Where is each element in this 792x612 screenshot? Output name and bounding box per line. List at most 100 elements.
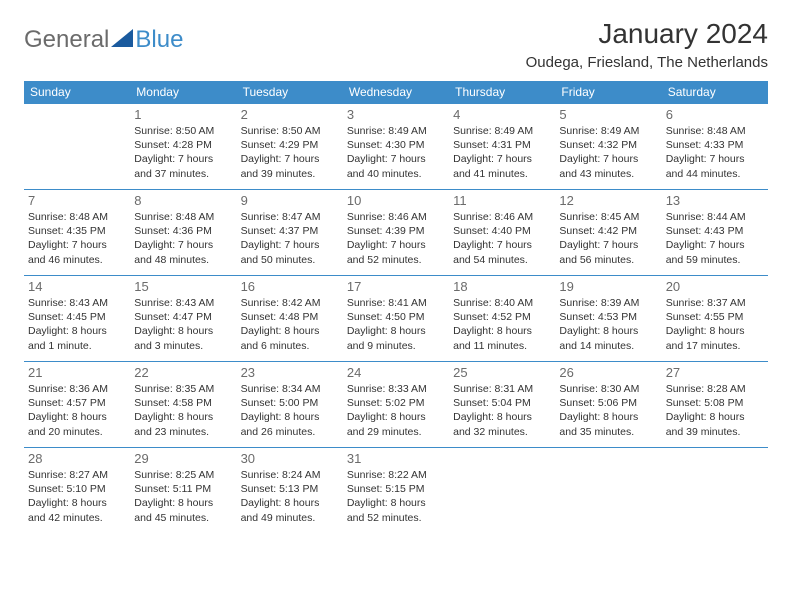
day-info: Sunrise: 8:49 AMSunset: 4:30 PMDaylight:…: [347, 124, 445, 181]
calendar-week-row: 28 Sunrise: 8:27 AMSunset: 5:10 PMDayligh…: [24, 448, 768, 534]
day-number: 18: [453, 279, 551, 294]
day-info: Sunrise: 8:43 AMSunset: 4:45 PMDaylight:…: [28, 296, 126, 353]
calendar-day-cell: 10 Sunrise: 8:46 AMSunset: 4:39 PMDayligh…: [343, 190, 449, 276]
calendar-day-cell: [555, 448, 661, 534]
weekday-header: Thursday: [449, 81, 555, 104]
day-number: 20: [666, 279, 764, 294]
calendar-day-cell: 24Sunrise: 8:33 AMSunset: 5:02 PMDayligh…: [343, 362, 449, 448]
day-info: Sunrise: 8:35 AMSunset: 4:58 PMDaylight:…: [134, 382, 232, 439]
calendar-day-cell: 29Sunrise: 8:25 AMSunset: 5:11 PMDayligh…: [130, 448, 236, 534]
day-info: Sunrise: 8:49 AMSunset: 4:32 PMDaylight:…: [559, 124, 657, 181]
calendar-day-cell: 25Sunrise: 8:31 AMSunset: 5:04 PMDayligh…: [449, 362, 555, 448]
day-number: 16: [241, 279, 339, 294]
calendar-day-cell: 30Sunrise: 8:24 AMSunset: 5:13 PMDayligh…: [237, 448, 343, 534]
day-number: 13: [666, 193, 764, 208]
day-number: 11: [453, 193, 551, 208]
weekday-header: Sunday: [24, 81, 130, 104]
calendar-table: SundayMondayTuesdayWednesdayThursdayFrid…: [24, 81, 768, 534]
calendar-day-cell: 22 Sunrise: 8:35 AMSunset: 4:58 PMDayligh…: [130, 362, 236, 448]
calendar-day-cell: 13 Sunrise: 8:44 AMSunset: 4:43 PMDayligh…: [662, 190, 768, 276]
calendar-day-cell: 31Sunrise: 8:22 AMSunset: 5:15 PMDayligh…: [343, 448, 449, 534]
location: Oudega, Friesland, The Netherlands: [526, 54, 768, 71]
day-info: Sunrise: 8:48 AMSunset: 4:36 PMDaylight:…: [134, 210, 232, 267]
calendar-week-row: 14 Sunrise: 8:43 AMSunset: 4:45 PMDayligh…: [24, 276, 768, 362]
day-info: Sunrise: 8:30 AMSunset: 5:06 PMDaylight:…: [559, 382, 657, 439]
day-number: 26: [559, 365, 657, 380]
day-info: Sunrise: 8:33 AMSunset: 5:02 PMDaylight:…: [347, 382, 445, 439]
day-info: Sunrise: 8:49 AMSunset: 4:31 PMDaylight:…: [453, 124, 551, 181]
day-info: Sunrise: 8:40 AMSunset: 4:52 PMDaylight:…: [453, 296, 551, 353]
day-info: Sunrise: 8:42 AMSunset: 4:48 PMDaylight:…: [241, 296, 339, 353]
day-number: 28: [28, 451, 126, 466]
day-number: 29: [134, 451, 232, 466]
calendar-day-cell: 21 Sunrise: 8:36 AMSunset: 4:57 PMDayligh…: [24, 362, 130, 448]
calendar-day-cell: 17Sunrise: 8:41 AMSunset: 4:50 PMDayligh…: [343, 276, 449, 362]
day-number: 23: [241, 365, 339, 380]
day-info: Sunrise: 8:45 AMSunset: 4:42 PMDaylight:…: [559, 210, 657, 267]
weekday-header: Tuesday: [237, 81, 343, 104]
calendar-day-cell: 18 Sunrise: 8:40 AMSunset: 4:52 PMDayligh…: [449, 276, 555, 362]
day-number: 6: [666, 107, 764, 122]
header: General Blue January 2024 Oudega, Friesl…: [24, 18, 768, 71]
weekday-header: Wednesday: [343, 81, 449, 104]
day-number: 3: [347, 107, 445, 122]
calendar-day-cell: 1 Sunrise: 8:50 AMSunset: 4:28 PMDaylight…: [130, 104, 236, 190]
day-info: Sunrise: 8:48 AMSunset: 4:35 PMDaylight:…: [28, 210, 126, 267]
calendar-day-cell: 20 Sunrise: 8:37 AMSunset: 4:55 PMDayligh…: [662, 276, 768, 362]
day-info: Sunrise: 8:44 AMSunset: 4:43 PMDaylight:…: [666, 210, 764, 267]
logo-text-general: General: [24, 26, 109, 54]
calendar-day-cell: 19 Sunrise: 8:39 AMSunset: 4:53 PMDayligh…: [555, 276, 661, 362]
calendar-day-cell: 4 Sunrise: 8:49 AMSunset: 4:31 PMDaylight…: [449, 104, 555, 190]
day-number: 30: [241, 451, 339, 466]
title-block: January 2024 Oudega, Friesland, The Neth…: [526, 18, 768, 71]
calendar-day-cell: 16 Sunrise: 8:42 AMSunset: 4:48 PMDayligh…: [237, 276, 343, 362]
day-info: Sunrise: 8:43 AMSunset: 4:47 PMDaylight:…: [134, 296, 232, 353]
calendar-day-cell: 8Sunrise: 8:48 AMSunset: 4:36 PMDaylight…: [130, 190, 236, 276]
day-info: Sunrise: 8:22 AMSunset: 5:15 PMDaylight:…: [347, 468, 445, 525]
calendar-day-cell: 9 Sunrise: 8:47 AMSunset: 4:37 PMDaylight…: [237, 190, 343, 276]
day-info: Sunrise: 8:47 AMSunset: 4:37 PMDaylight:…: [241, 210, 339, 267]
calendar-day-cell: 6Sunrise: 8:48 AMSunset: 4:33 PMDaylight…: [662, 104, 768, 190]
day-info: Sunrise: 8:46 AMSunset: 4:39 PMDaylight:…: [347, 210, 445, 267]
calendar-day-cell: 12 Sunrise: 8:45 AMSunset: 4:42 PMDayligh…: [555, 190, 661, 276]
calendar-day-cell: 11 Sunrise: 8:46 AMSunset: 4:40 PMDayligh…: [449, 190, 555, 276]
day-info: Sunrise: 8:34 AMSunset: 5:00 PMDaylight:…: [241, 382, 339, 439]
weekday-header: Monday: [130, 81, 236, 104]
day-info: Sunrise: 8:50 AMSunset: 4:29 PMDaylight:…: [241, 124, 339, 181]
day-number: 4: [453, 107, 551, 122]
day-info: Sunrise: 8:50 AMSunset: 4:28 PMDaylight:…: [134, 124, 232, 181]
day-number: 21: [28, 365, 126, 380]
calendar-day-cell: 2Sunrise: 8:50 AMSunset: 4:29 PMDaylight…: [237, 104, 343, 190]
day-info: Sunrise: 8:27 AMSunset: 5:10 PMDaylight:…: [28, 468, 126, 525]
calendar-day-cell: 3 Sunrise: 8:49 AMSunset: 4:30 PMDaylight…: [343, 104, 449, 190]
calendar-header-row: SundayMondayTuesdayWednesdayThursdayFrid…: [24, 81, 768, 104]
day-number: 15: [134, 279, 232, 294]
day-number: 17: [347, 279, 445, 294]
day-info: Sunrise: 8:37 AMSunset: 4:55 PMDaylight:…: [666, 296, 764, 353]
weekday-header: Saturday: [662, 81, 768, 104]
day-number: 19: [559, 279, 657, 294]
calendar-day-cell: 7 Sunrise: 8:48 AMSunset: 4:35 PMDaylight…: [24, 190, 130, 276]
day-number: 12: [559, 193, 657, 208]
day-info: Sunrise: 8:31 AMSunset: 5:04 PMDaylight:…: [453, 382, 551, 439]
calendar-day-cell: 23 Sunrise: 8:34 AMSunset: 5:00 PMDayligh…: [237, 362, 343, 448]
month-title: January 2024: [526, 18, 768, 50]
day-info: Sunrise: 8:36 AMSunset: 4:57 PMDaylight:…: [28, 382, 126, 439]
logo: General Blue: [24, 18, 183, 54]
calendar-day-cell: [662, 448, 768, 534]
day-number: 14: [28, 279, 126, 294]
day-number: 1: [134, 107, 232, 122]
day-number: 22: [134, 365, 232, 380]
calendar-day-cell: 26 Sunrise: 8:30 AMSunset: 5:06 PMDayligh…: [555, 362, 661, 448]
day-info: Sunrise: 8:39 AMSunset: 4:53 PMDaylight:…: [559, 296, 657, 353]
day-number: 9: [241, 193, 339, 208]
day-number: 10: [347, 193, 445, 208]
calendar-day-cell: [449, 448, 555, 534]
logo-triangle-icon: [111, 29, 133, 47]
day-number: 5: [559, 107, 657, 122]
weekday-header: Friday: [555, 81, 661, 104]
day-info: Sunrise: 8:46 AMSunset: 4:40 PMDaylight:…: [453, 210, 551, 267]
day-info: Sunrise: 8:28 AMSunset: 5:08 PMDaylight:…: [666, 382, 764, 439]
day-number: 7: [28, 193, 126, 208]
calendar-day-cell: 14 Sunrise: 8:43 AMSunset: 4:45 PMDayligh…: [24, 276, 130, 362]
